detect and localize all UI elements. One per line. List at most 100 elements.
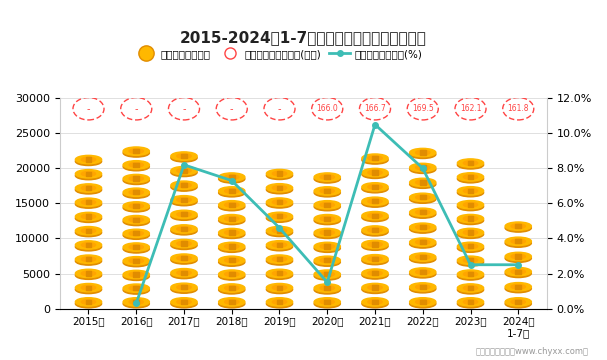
Ellipse shape bbox=[457, 242, 484, 251]
Ellipse shape bbox=[75, 198, 101, 207]
Ellipse shape bbox=[171, 225, 197, 233]
Ellipse shape bbox=[81, 186, 96, 190]
Ellipse shape bbox=[314, 202, 341, 211]
Ellipse shape bbox=[75, 241, 101, 249]
Ellipse shape bbox=[225, 258, 239, 262]
Ellipse shape bbox=[219, 202, 245, 211]
Ellipse shape bbox=[123, 190, 149, 198]
Ellipse shape bbox=[171, 168, 197, 177]
Text: -: - bbox=[230, 104, 234, 114]
FancyBboxPatch shape bbox=[372, 285, 378, 290]
Ellipse shape bbox=[75, 185, 101, 194]
Ellipse shape bbox=[320, 203, 334, 207]
Ellipse shape bbox=[129, 204, 143, 208]
FancyBboxPatch shape bbox=[86, 200, 92, 204]
Ellipse shape bbox=[463, 258, 478, 262]
Text: -: - bbox=[87, 104, 90, 114]
Ellipse shape bbox=[219, 215, 245, 223]
Ellipse shape bbox=[410, 253, 436, 261]
Ellipse shape bbox=[320, 258, 334, 262]
Ellipse shape bbox=[511, 239, 526, 244]
Ellipse shape bbox=[171, 197, 197, 206]
FancyBboxPatch shape bbox=[324, 189, 330, 193]
FancyBboxPatch shape bbox=[324, 286, 330, 290]
FancyBboxPatch shape bbox=[134, 245, 139, 249]
Ellipse shape bbox=[123, 229, 149, 238]
Ellipse shape bbox=[75, 243, 101, 251]
FancyBboxPatch shape bbox=[467, 258, 473, 262]
FancyBboxPatch shape bbox=[229, 175, 235, 179]
Ellipse shape bbox=[314, 244, 341, 252]
Ellipse shape bbox=[416, 285, 430, 289]
Ellipse shape bbox=[266, 200, 293, 208]
Ellipse shape bbox=[123, 257, 149, 265]
FancyBboxPatch shape bbox=[181, 198, 187, 202]
Ellipse shape bbox=[273, 300, 287, 304]
Ellipse shape bbox=[362, 285, 388, 293]
Ellipse shape bbox=[75, 156, 101, 164]
Ellipse shape bbox=[457, 188, 484, 197]
Ellipse shape bbox=[457, 230, 484, 238]
Ellipse shape bbox=[457, 298, 484, 306]
Ellipse shape bbox=[410, 193, 436, 202]
Ellipse shape bbox=[362, 298, 388, 306]
Ellipse shape bbox=[81, 229, 96, 233]
Ellipse shape bbox=[171, 241, 197, 249]
Ellipse shape bbox=[511, 269, 526, 274]
FancyBboxPatch shape bbox=[134, 176, 139, 181]
FancyBboxPatch shape bbox=[324, 175, 330, 179]
FancyBboxPatch shape bbox=[420, 270, 426, 274]
FancyBboxPatch shape bbox=[134, 273, 139, 276]
Ellipse shape bbox=[505, 300, 531, 308]
FancyBboxPatch shape bbox=[277, 271, 282, 275]
Text: 166.0: 166.0 bbox=[316, 104, 338, 113]
Ellipse shape bbox=[505, 298, 531, 306]
Ellipse shape bbox=[314, 258, 341, 266]
Ellipse shape bbox=[75, 283, 101, 292]
Ellipse shape bbox=[314, 272, 341, 280]
Ellipse shape bbox=[320, 272, 334, 276]
Ellipse shape bbox=[123, 270, 149, 279]
FancyBboxPatch shape bbox=[229, 300, 235, 304]
FancyBboxPatch shape bbox=[420, 225, 426, 229]
Ellipse shape bbox=[463, 175, 478, 179]
FancyBboxPatch shape bbox=[229, 286, 235, 290]
Ellipse shape bbox=[410, 150, 436, 158]
FancyBboxPatch shape bbox=[277, 243, 282, 247]
Ellipse shape bbox=[266, 241, 293, 249]
Ellipse shape bbox=[416, 300, 430, 304]
FancyBboxPatch shape bbox=[277, 171, 282, 176]
Ellipse shape bbox=[171, 212, 197, 220]
FancyBboxPatch shape bbox=[324, 300, 330, 304]
FancyBboxPatch shape bbox=[229, 230, 235, 235]
Ellipse shape bbox=[123, 245, 149, 253]
Ellipse shape bbox=[457, 272, 484, 280]
FancyBboxPatch shape bbox=[86, 257, 92, 261]
FancyBboxPatch shape bbox=[467, 286, 473, 290]
Ellipse shape bbox=[219, 175, 245, 183]
Ellipse shape bbox=[225, 272, 239, 276]
FancyBboxPatch shape bbox=[324, 230, 330, 235]
FancyBboxPatch shape bbox=[277, 200, 282, 204]
Ellipse shape bbox=[463, 189, 478, 193]
Ellipse shape bbox=[219, 201, 245, 209]
Ellipse shape bbox=[219, 272, 245, 280]
Ellipse shape bbox=[225, 203, 239, 207]
Ellipse shape bbox=[219, 173, 245, 181]
FancyBboxPatch shape bbox=[515, 255, 521, 258]
Ellipse shape bbox=[75, 255, 101, 264]
Ellipse shape bbox=[320, 230, 334, 235]
FancyBboxPatch shape bbox=[324, 217, 330, 221]
Ellipse shape bbox=[457, 175, 484, 183]
Ellipse shape bbox=[177, 227, 191, 231]
Ellipse shape bbox=[505, 284, 531, 293]
FancyBboxPatch shape bbox=[86, 215, 92, 219]
Ellipse shape bbox=[362, 211, 388, 220]
Ellipse shape bbox=[362, 255, 388, 263]
FancyBboxPatch shape bbox=[181, 271, 187, 275]
Ellipse shape bbox=[273, 228, 287, 233]
Ellipse shape bbox=[123, 216, 149, 224]
Legend: 营业收入（亿元）, 平均用工人数累计值(万人), 营业收入累计增长(%): 营业收入（亿元）, 平均用工人数累计值(万人), 营业收入累计增长(%) bbox=[132, 45, 426, 63]
Ellipse shape bbox=[123, 147, 149, 156]
Ellipse shape bbox=[273, 285, 287, 290]
